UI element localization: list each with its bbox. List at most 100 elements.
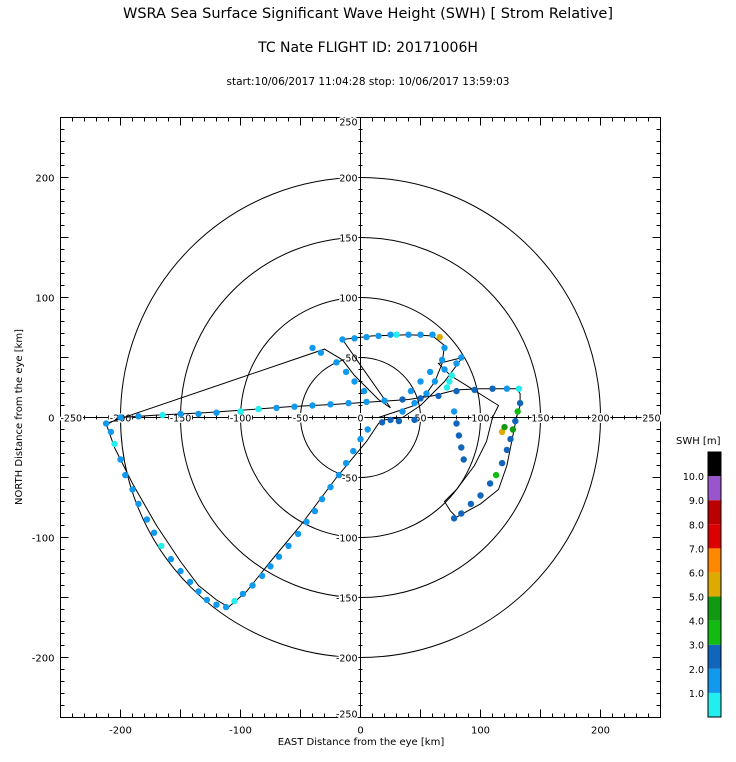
inner-y-label: 50 (345, 354, 357, 365)
colorbar-segment (708, 476, 721, 501)
flight-track (105, 334, 521, 608)
inner-x-label: -150 (170, 414, 192, 425)
swh-point (159, 411, 166, 419)
swh-point (387, 331, 394, 338)
colorbar-segment (708, 452, 721, 477)
x-tick-label: -100 (229, 726, 252, 737)
inner-y-label: -100 (336, 534, 358, 545)
swh-point (453, 387, 460, 395)
swh-point (364, 426, 371, 433)
inner-y-label: 100 (339, 294, 357, 305)
swh-point (177, 410, 184, 418)
swh-point (350, 447, 357, 455)
swh-point (514, 408, 521, 415)
y-tick-label: 0 (48, 414, 54, 425)
y-tick-label: 100 (35, 294, 54, 305)
swh-point (503, 446, 511, 454)
colorbar-segment (708, 524, 721, 549)
x-tick-label: 0 (357, 726, 363, 737)
swh-point (186, 578, 194, 586)
swh-point (438, 356, 446, 364)
inner-x-label: -250 (61, 414, 83, 425)
colorbar-label: 10.0 (683, 472, 704, 483)
swh-point (405, 331, 412, 338)
swh-point (195, 410, 202, 418)
inner-y-label: -50 (342, 474, 358, 485)
swh-point (135, 500, 142, 508)
inner-x-label: 100 (471, 414, 489, 425)
swh-point (423, 390, 430, 397)
swh-point (455, 432, 463, 439)
swh-point (222, 603, 230, 611)
swh-point (443, 384, 451, 391)
y-tick-label: 200 (35, 174, 54, 185)
swh-point (498, 459, 506, 467)
swh-point (395, 417, 403, 425)
inner-y-label: -250 (336, 710, 358, 721)
inner-x-label: 0 (357, 414, 363, 425)
swh-point (342, 459, 350, 467)
swh-point (492, 471, 500, 479)
x-tick-label: 100 (471, 726, 490, 737)
swh-points (102, 331, 524, 611)
x-tick-label: -200 (109, 726, 132, 737)
swh-point (150, 529, 158, 536)
swh-point (357, 435, 364, 443)
swh-point (167, 555, 175, 563)
swh-point (213, 409, 220, 416)
swh-point (273, 404, 280, 412)
colorbar-segment (708, 692, 721, 717)
swh-point (436, 333, 443, 341)
swh-point (291, 403, 298, 410)
inner-y-label: -150 (336, 594, 358, 605)
swh-point (507, 435, 514, 443)
colorbar-segment (708, 500, 721, 525)
swh-point (351, 378, 358, 385)
swh-point (333, 359, 340, 366)
swh-point (117, 456, 124, 463)
swh-point (417, 395, 424, 402)
swh-point (426, 368, 434, 376)
axes: -200 -100 0 100 200 -200 -100 0 100 200 -250 -250 -2… (32, 116, 662, 737)
colorbar-label: 9.0 (689, 496, 704, 507)
swh-point (351, 335, 358, 342)
colorbar-label: 6.0 (689, 568, 704, 579)
swh-point (417, 378, 424, 385)
swh-point (498, 428, 506, 436)
inner-y-label: 150 (339, 234, 357, 245)
y-axis-label: NORTH Distance from the eye [km] (14, 328, 25, 505)
colorbar-segment (708, 596, 721, 621)
swh-point (335, 471, 343, 479)
swh-point (363, 398, 370, 406)
x-axis-label: EAST Distance from the eye [km] (277, 737, 445, 748)
swh-point (107, 428, 115, 436)
x-tick-label: 200 (591, 726, 610, 737)
swh-point (231, 597, 238, 605)
colorbar-label: 1.0 (689, 689, 704, 700)
swh-point (275, 553, 283, 560)
flight-track-line (105, 334, 521, 608)
swh-point (177, 567, 184, 575)
y-tick-label: -100 (32, 534, 55, 545)
colorbar-label: 4.0 (689, 617, 704, 628)
swh-point (129, 486, 136, 493)
swh-point (516, 399, 524, 407)
time-range: start:10/06/2017 11:04:28 stop: 10/06/20… (226, 76, 510, 88)
swh-point (387, 416, 394, 424)
y-tick-label: -200 (32, 654, 55, 665)
inner-y-label: 200 (339, 174, 357, 185)
swh-point (342, 368, 350, 376)
swh-point (450, 515, 458, 522)
swh-point (249, 582, 256, 589)
chart-subtitle: TC Nate FLIGHT ID: 20171006H (258, 40, 478, 56)
swh-point (158, 542, 165, 550)
swh-point (407, 387, 415, 395)
swh-point (467, 500, 475, 508)
swh-colorbar: 1.0 2.0 3.0 4.0 5.0 6.0 7.0 8.0 9.0 10.0 (683, 451, 722, 718)
swh-point (143, 516, 151, 523)
swh-point (135, 413, 142, 420)
swh-point (411, 399, 418, 407)
swh-point (258, 572, 266, 580)
inner-x-label: 200 (591, 414, 609, 425)
swh-point (441, 366, 448, 373)
